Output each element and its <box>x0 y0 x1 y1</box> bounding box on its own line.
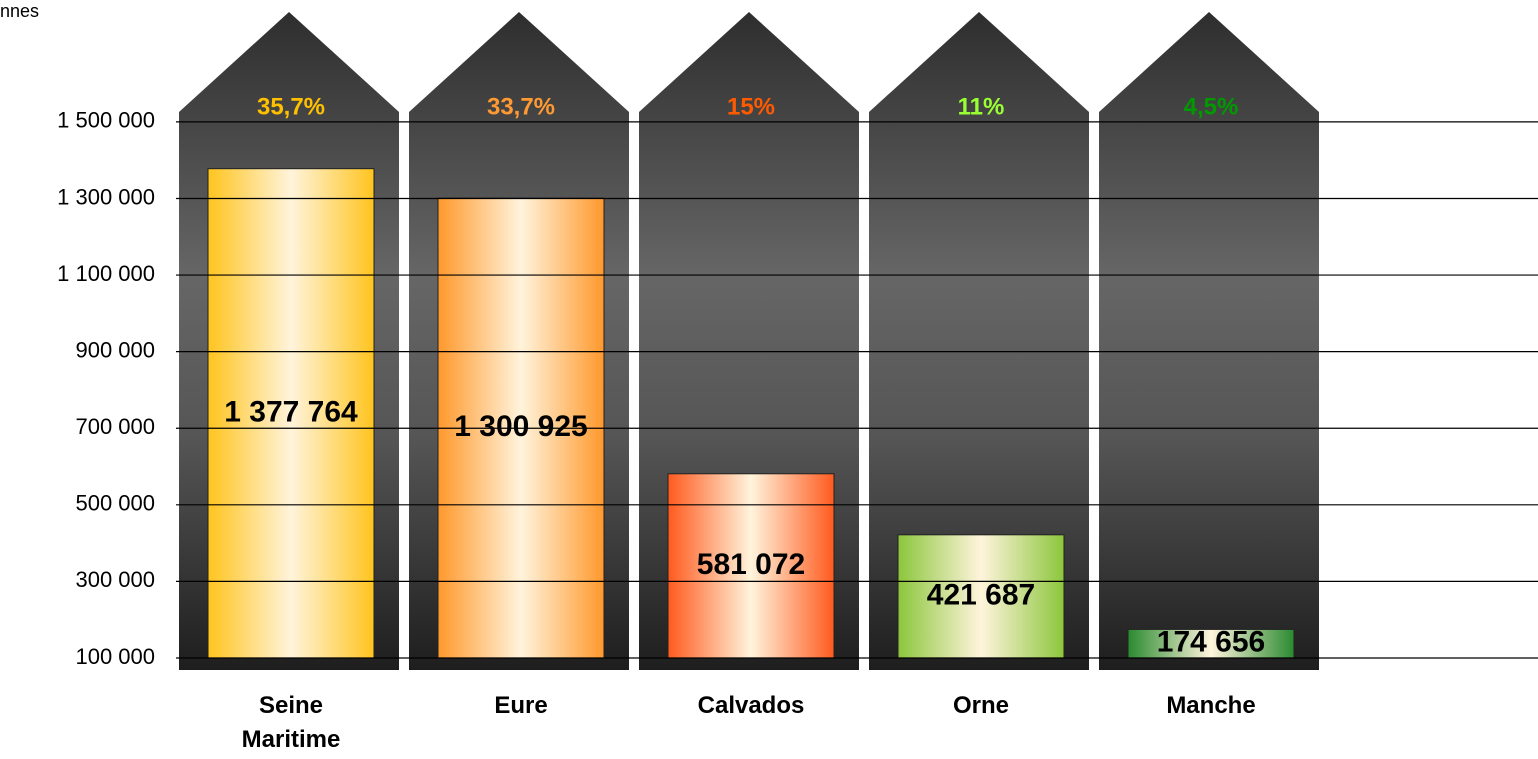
house <box>869 12 1089 670</box>
y-tick-label: 500 000 <box>75 491 155 516</box>
y-tick-label: 900 000 <box>75 337 155 362</box>
value-label: 174 656 <box>1157 626 1265 659</box>
y-tick-label: 1 100 000 <box>57 261 155 286</box>
x-tick-label: Eure <box>494 692 548 719</box>
y-tick-label: 100 000 <box>75 644 155 669</box>
bar <box>897 534 1065 659</box>
house <box>1099 12 1319 670</box>
y-tick-label: 1 500 000 <box>57 108 155 133</box>
value-label: 421 687 <box>927 578 1035 611</box>
y-tick-label: 1 300 000 <box>57 184 155 209</box>
y-tick-label: 300 000 <box>75 567 155 592</box>
x-tick-label: Manche <box>1166 692 1256 719</box>
value-label: 581 072 <box>697 548 805 581</box>
share-label: 33,7% <box>487 93 555 120</box>
x-tick-label: Orne <box>952 692 1009 719</box>
share-label: 35,7% <box>257 93 325 120</box>
x-tick-label: Calvados <box>697 692 805 719</box>
share-label: 4,5% <box>1184 93 1239 120</box>
value-label: 1 377 764 <box>224 395 358 428</box>
bar <box>1127 628 1295 659</box>
y-axis-label: nnes <box>0 1 39 21</box>
x-tick-label: Seine Maritime <box>241 692 341 753</box>
y-tick-label: 700 000 <box>75 414 155 439</box>
share-label: 11% <box>958 93 1005 120</box>
value-label: 1 300 925 <box>454 410 587 443</box>
share-label: 15% <box>727 93 775 120</box>
